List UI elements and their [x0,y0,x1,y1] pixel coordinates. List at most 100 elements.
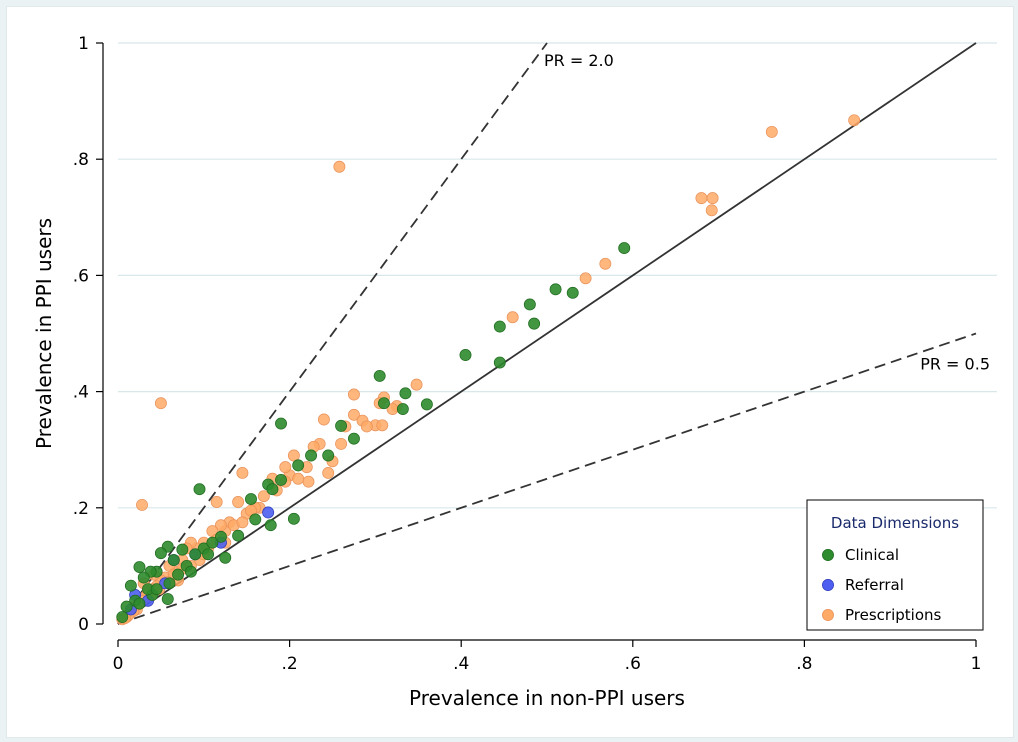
data-point-prescriptions [348,408,360,421]
legend-label-prescriptions: Prescriptions [845,606,941,624]
data-point-prescriptions [360,420,373,433]
data-point-clinical [523,298,536,311]
data-point-prescriptions [136,498,148,511]
data-point-prescriptions [599,257,612,270]
data-point-prescriptions [236,516,249,529]
reference-line-label: PR = 0.5 [920,355,990,374]
data-point-clinical [172,568,185,581]
data-point-clinical [528,317,541,330]
data-point-prescriptions [322,466,335,479]
data-point-clinical [275,417,287,430]
x-tick-label: 0 [113,654,124,674]
y-tick-label: 0 [78,615,89,635]
reference-line [117,42,548,625]
grid-lines [118,42,997,509]
legend-label-clinical: Clinical [845,546,899,564]
data-point-clinical [150,583,163,596]
data-point-clinical [249,513,262,526]
data-point-clinical [167,554,180,567]
x-tick-label: .2 [281,654,297,674]
data-point-prescriptions [232,496,245,508]
data-point-prescriptions [376,419,389,432]
y-tick-label: .2 [73,499,89,519]
y-tick-label: .6 [73,266,89,286]
legend-title: Data Dimensions [831,514,959,532]
data-points [116,114,861,626]
data-point-referral [262,506,275,519]
data-point-clinical [154,547,167,560]
data-point-clinical [124,579,137,592]
data-point-prescriptions [333,160,346,173]
reference-lines: PR = 2.0 PR = 0.5 [117,42,990,625]
data-point-clinical [493,320,506,333]
data-point-prescriptions [215,519,227,532]
data-point-clinical [396,403,409,415]
y-axis-title: Prevalence in PPI users [32,218,56,449]
tick-marks: 0 .2 .4 .6 .8 1 0 .2 .4 .6 .8 1 [73,34,982,674]
data-point-clinical [133,597,146,610]
data-point-clinical [245,493,257,506]
data-point-clinical [215,530,227,543]
data-point-prescriptions [348,388,360,401]
data-point-clinical [493,356,506,369]
legend: Data Dimensions Clinical Referral Prescrip… [806,499,984,631]
data-point-clinical [549,283,562,296]
data-point-clinical [566,286,579,299]
data-point-prescriptions [317,413,330,426]
data-point-clinical [420,398,433,411]
data-point-clinical [322,449,335,462]
data-point-clinical [137,571,150,584]
legend-marker-prescriptions [822,609,834,621]
data-point-prescriptions [695,192,708,205]
data-point-clinical [219,551,232,564]
data-point-clinical [193,483,206,496]
data-point-clinical [116,611,129,623]
y-tick-label: 1 [78,34,89,54]
data-point-prescriptions [302,475,315,488]
data-point-clinical [335,419,348,432]
data-point-clinical [189,548,202,561]
data-point-prescriptions [236,466,249,479]
data-point-clinical [120,600,133,613]
data-point-prescriptions [410,378,423,391]
reference-line [117,332,977,625]
axes [102,43,976,641]
data-point-clinical [202,548,215,561]
data-point-clinical [378,397,390,410]
data-point-clinical [264,519,277,532]
reference-line [117,42,977,625]
y-tick-label: .4 [73,383,89,403]
data-point-clinical [184,565,197,578]
data-point-prescriptions [154,397,167,410]
data-point-prescriptions [292,472,305,485]
data-point-clinical [163,577,176,590]
data-point-clinical [348,432,360,445]
data-point-prescriptions [335,437,348,450]
data-point-prescriptions [579,272,592,285]
data-point-clinical [292,459,305,472]
legend-box [806,499,984,631]
x-tick-label: .6 [625,654,641,674]
x-tick-label: .8 [796,654,812,674]
y-tick-label: .8 [73,150,89,170]
legend-marker-clinical [822,549,834,561]
x-axis-title: Prevalence in non-PPI users [409,686,685,710]
data-point-clinical [373,369,386,382]
data-point-clinical [305,449,317,462]
data-point-prescriptions [257,490,270,503]
data-point-clinical [232,529,245,542]
legend-items: Clinical Referral Prescriptions [822,546,941,624]
scatter-plot: PR = 2.0 PR = 0.5 0 .2 .4 .6 .8 1 0 .2 .4 .6 .8 1 Pr… [32,34,997,710]
data-point-clinical [176,543,189,556]
data-point-clinical [133,561,146,574]
data-point-prescriptions [279,461,292,474]
data-point-clinical [206,536,219,549]
data-point-clinical [161,593,174,605]
data-point-prescriptions [506,311,519,324]
data-point-clinical [287,512,300,525]
data-point-prescriptions [848,114,861,127]
data-point-clinical [266,483,279,496]
legend-label-referral: Referral [845,576,904,594]
data-point-clinical [399,387,412,400]
x-tick-label: .4 [453,654,469,674]
